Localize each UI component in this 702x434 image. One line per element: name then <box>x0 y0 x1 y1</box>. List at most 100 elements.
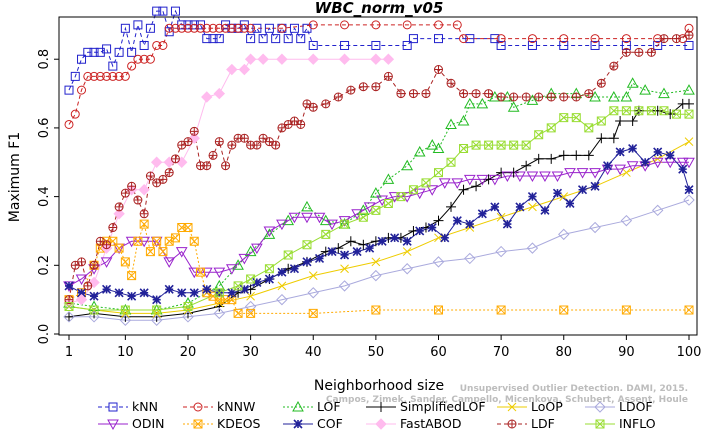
point-odin-44 <box>614 164 626 176</box>
point-kdeos-6 <box>114 243 124 253</box>
legend-marker-inflo <box>595 419 605 429</box>
point-knnw-25 <box>221 23 231 33</box>
point-cof-25 <box>377 236 387 246</box>
point-ldf-19 <box>183 137 193 147</box>
point-odin-13 <box>225 264 238 275</box>
point-ldof-13 <box>464 252 476 265</box>
point-ldof-3 <box>150 314 163 326</box>
point-simplifiedlof-35 <box>615 116 626 127</box>
legend-label-fastabod: FastABOD <box>400 416 462 431</box>
point-cof-16 <box>264 274 274 284</box>
point-ldof-17 <box>589 221 601 234</box>
point-ldf-24 <box>214 137 224 147</box>
point-odin-39 <box>551 171 564 183</box>
point-knn-10 <box>127 47 137 57</box>
point-lof-35 <box>658 87 670 99</box>
point-knnw-22 <box>202 23 212 33</box>
point-cof-33 <box>477 209 487 219</box>
legend-marker-lof <box>292 400 304 412</box>
point-ldof-4 <box>182 311 194 323</box>
point-odin-31 <box>451 178 464 189</box>
point-simplifiedlof-36 <box>627 116 638 127</box>
point-ldf-20 <box>189 126 199 136</box>
point-lof-10 <box>301 200 313 212</box>
point-cof-21 <box>327 246 337 257</box>
legend-marker-cof <box>293 419 303 429</box>
point-ldf-52 <box>471 89 481 99</box>
point-knnw-32 <box>340 20 350 30</box>
legend-label-kdeos: KDEOS <box>217 416 261 431</box>
point-lof-14 <box>370 187 382 198</box>
point-knn-30 <box>252 23 262 33</box>
point-inflo-38 <box>671 109 681 119</box>
point-simplifiedlof-41 <box>684 98 694 109</box>
point-inflo-11 <box>321 229 331 239</box>
point-inflo-20 <box>446 157 456 167</box>
point-knn-41 <box>371 40 381 50</box>
legend-item-kdeos: KDEOS <box>183 416 261 431</box>
point-inflo-36 <box>646 106 656 116</box>
point-lof-34 <box>639 84 652 95</box>
point-ldf-49 <box>433 65 443 75</box>
point-knn-7 <box>108 61 118 71</box>
point-ldf-43 <box>358 82 368 92</box>
point-inflo-13 <box>358 212 368 222</box>
x-tick-label-0: 1 <box>65 345 73 360</box>
x-tick-label-9: 90 <box>618 345 635 360</box>
point-odin-45 <box>626 161 639 172</box>
point-simplifiedlof-30 <box>558 150 569 161</box>
point-knn-14 <box>152 6 162 16</box>
legend-item-fastabod: FastABOD <box>366 416 462 431</box>
point-inflo-21 <box>459 144 469 154</box>
point-ldf-26 <box>227 140 237 150</box>
point-ldf-22 <box>202 161 212 171</box>
point-fastabod-17 <box>276 53 288 65</box>
point-knn-53 <box>684 40 694 50</box>
point-loop-8 <box>308 271 318 280</box>
point-knnw-0 <box>64 119 74 129</box>
point-lof-30 <box>589 90 601 102</box>
legend-marker-knn <box>108 402 118 412</box>
point-knnw-15 <box>158 40 168 50</box>
point-knnw-29 <box>246 23 256 33</box>
point-inflo-33 <box>609 106 619 116</box>
point-cof-1 <box>76 288 87 298</box>
point-ldf-69 <box>684 30 694 40</box>
point-inflo-5 <box>214 288 224 298</box>
point-ldf-4 <box>89 260 99 270</box>
point-ldf-66 <box>646 47 656 57</box>
point-lof-15 <box>382 173 395 184</box>
point-knn-46 <box>490 34 500 44</box>
point-ldf-16 <box>164 168 174 178</box>
point-cof-31 <box>452 216 462 226</box>
point-inflo-29 <box>559 113 569 123</box>
point-fastabod-1 <box>75 293 88 306</box>
legend-label-inflo: INFLO <box>619 416 656 431</box>
point-inflo-9 <box>283 250 293 260</box>
point-odin-18 <box>288 212 301 224</box>
point-lof-36 <box>683 84 695 95</box>
legend-label-cof: COF <box>317 416 343 431</box>
point-knnw-11 <box>133 54 143 64</box>
point-knnw-33 <box>371 20 381 30</box>
point-knn-36 <box>289 23 299 33</box>
point-ldf-56 <box>521 92 531 102</box>
point-knnw-23 <box>208 23 218 33</box>
point-lof-26 <box>507 101 520 112</box>
plot-markers <box>63 6 695 326</box>
point-cof-6 <box>139 288 149 298</box>
point-ldf-50 <box>446 78 456 88</box>
point-kdeos-18 <box>189 236 199 246</box>
point-simplifiedlof-32 <box>583 150 594 161</box>
point-ldf-7 <box>108 223 118 233</box>
point-cof-18 <box>289 264 300 274</box>
point-knn-6 <box>102 44 112 54</box>
point-simplifiedlof-25 <box>496 167 507 178</box>
point-simplifiedlof-27 <box>521 160 532 171</box>
x-tick-label-4: 40 <box>305 345 322 360</box>
legend-item-ldof: LDOF <box>585 399 653 414</box>
point-knn-33 <box>271 34 281 44</box>
legend-item-inflo: INFLO <box>585 416 656 431</box>
point-cof-35 <box>502 219 512 229</box>
